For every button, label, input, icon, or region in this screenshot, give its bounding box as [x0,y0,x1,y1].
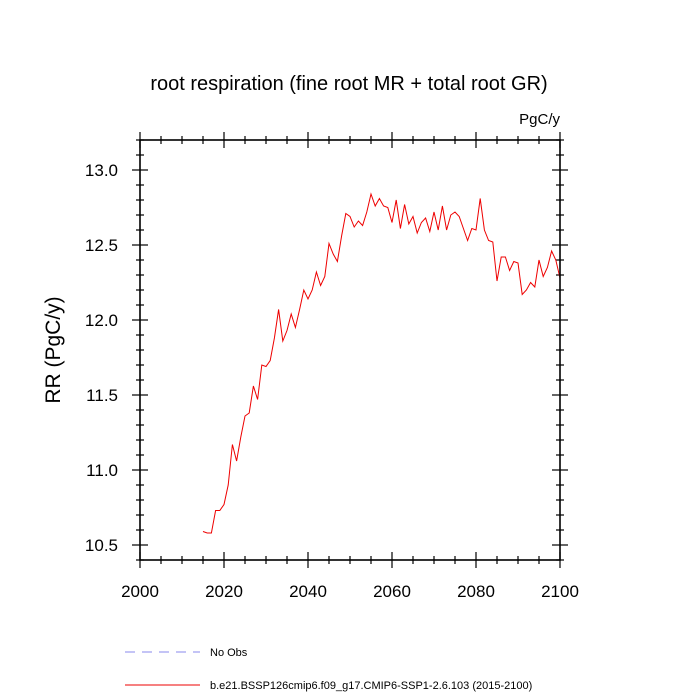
plot-frame [139,139,561,561]
series-line-1 [202,192,561,534]
y-tick-label: 13.0 [85,161,118,180]
y-tick-label: 10.5 [85,536,118,555]
y-tick-label: 12.5 [85,236,118,255]
axis-ticks [132,132,568,568]
y-axis-label: RR (PgC/y) [42,296,65,403]
x-tick-label: 2060 [373,582,411,601]
x-tick-label: 2080 [457,582,495,601]
y-tick-label: 12.0 [85,311,118,330]
legend: No Obs b.e21.BSSP126cmip6.f09_g17.CMIP6-S… [125,647,532,692]
x-tick-label: 2100 [541,582,579,601]
axis-tick-labels: 10.5 11.0 11.5 12.0 12.5 13.0 2000 2020 2040 2060… [85,161,579,601]
x-tick-label: 2020 [205,582,243,601]
legend-label-0: No Obs [210,647,248,659]
series-layer [202,192,561,534]
units-label: PgC/y [519,111,560,128]
y-tick-label: 11.5 [86,386,118,405]
y-tick-label: 11.0 [86,461,118,480]
legend-label-1: b.e21.BSSP126cmip6.f09_g17.CMIP6-SSP1-2.… [210,680,532,692]
x-tick-label: 2040 [289,582,327,601]
chart-title: root respiration (fine root MR + total r… [150,73,547,95]
x-tick-label: 2000 [121,582,159,601]
